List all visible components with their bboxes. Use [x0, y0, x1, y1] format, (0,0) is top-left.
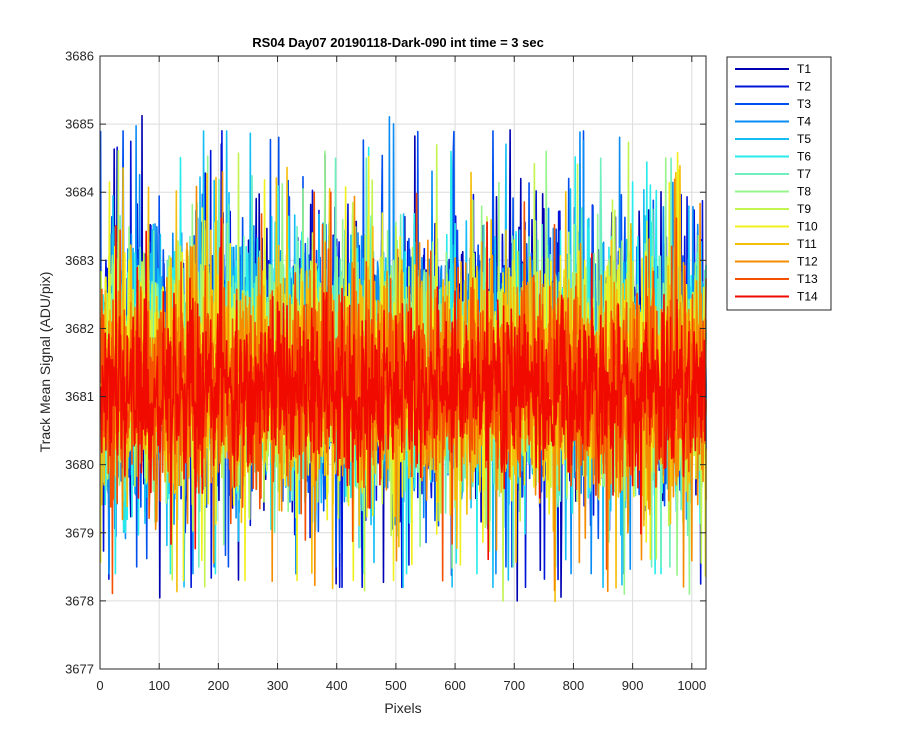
- x-tick-label: 300: [267, 678, 289, 693]
- y-axis-label: Track Mean Signal (ADU/pix): [37, 272, 53, 453]
- x-tick-label: 500: [385, 678, 407, 693]
- y-tick-label: 3677: [65, 662, 94, 677]
- series-line-t14: [99, 217, 707, 561]
- x-tick-label: 600: [444, 678, 466, 693]
- legend-entry-t3: T3: [797, 97, 811, 111]
- legend-entry-t11: T11: [797, 237, 817, 251]
- plot-frame: [99, 55, 707, 670]
- axis-ticks: 0 100 200 300 400 500 600 700 800 900 1000 3677 3678…: [65, 49, 706, 694]
- legend-entry-t7: T7: [797, 167, 811, 181]
- y-tick-label: 3685: [65, 117, 94, 132]
- legend-entry-t13: T13: [797, 272, 818, 286]
- x-axis-label: Pixels: [384, 700, 421, 716]
- x-tick-label: 1000: [677, 678, 706, 693]
- x-tick-label: 800: [563, 678, 585, 693]
- x-tick-label: 400: [326, 678, 348, 693]
- legend-entry-t10: T10: [797, 220, 818, 234]
- y-tick-label: 3684: [65, 185, 94, 200]
- legend-entry-t4: T4: [797, 115, 811, 129]
- legend-entry-t14: T14: [797, 290, 818, 304]
- x-tick-label: 900: [622, 678, 644, 693]
- legend-entry-t9: T9: [797, 202, 811, 216]
- y-tick-label: 3686: [65, 49, 94, 64]
- y-tick-label: 3679: [65, 525, 94, 540]
- y-tick-label: 3680: [65, 457, 94, 472]
- x-tick-label: 0: [96, 678, 103, 693]
- x-tick-label: 700: [503, 678, 525, 693]
- legend-box: [726, 56, 832, 311]
- y-tick-label: 3681: [65, 389, 94, 404]
- y-tick-label: 3678: [65, 593, 94, 608]
- legend-entry-t6: T6: [797, 150, 811, 164]
- series-lines: [99, 114, 707, 603]
- legend-entry-t2: T2: [797, 80, 811, 94]
- y-tick-label: 3683: [65, 253, 94, 268]
- legend-entry-t5: T5: [797, 132, 811, 146]
- legend-entry-t8: T8: [797, 185, 811, 199]
- legend-entry-t12: T12: [797, 255, 818, 269]
- legend-entry-t1: T1: [797, 62, 811, 76]
- x-tick-label: 200: [208, 678, 230, 693]
- legend: T1 T2 T3 T4 T5 T6 T7 T8 T9 T10 T11 T12 T13 T14: [726, 56, 832, 311]
- x-tick-label: 100: [148, 678, 170, 693]
- chart-title: RS04 Day07 20190118-Dark-090 int time = …: [252, 35, 544, 50]
- y-tick-label: 3682: [65, 321, 94, 336]
